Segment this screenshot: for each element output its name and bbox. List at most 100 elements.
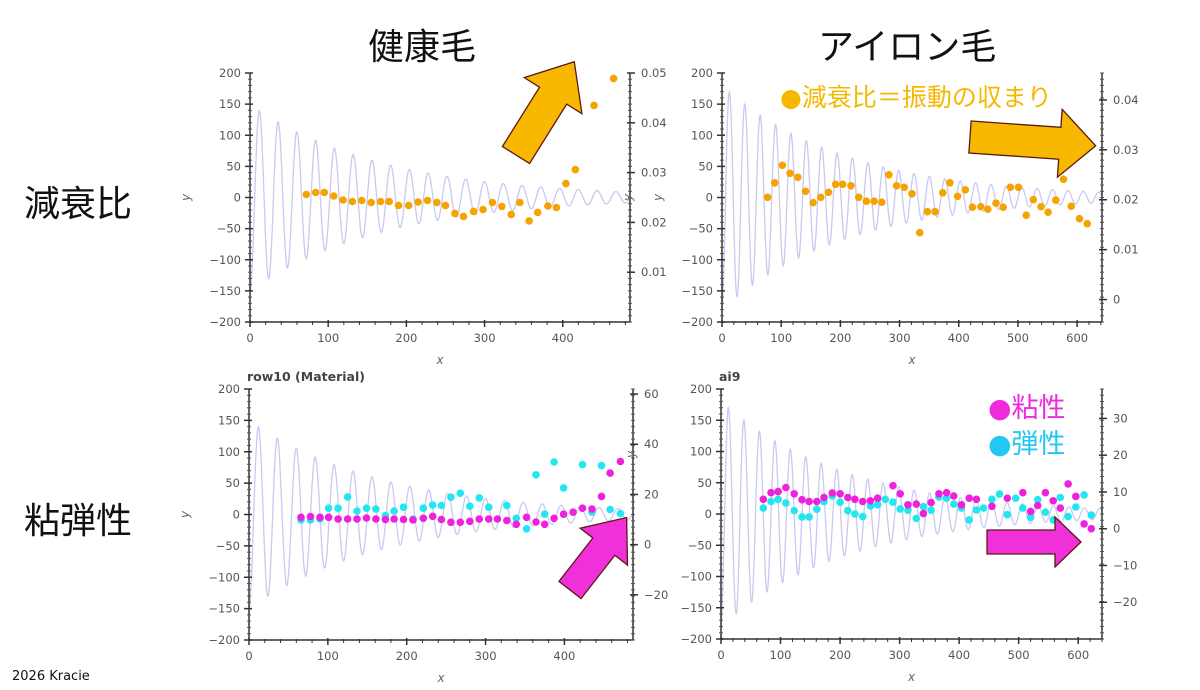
y-axis-label: y — [651, 193, 665, 202]
viscosity-point — [437, 515, 446, 524]
damping-point — [571, 165, 580, 174]
y-tick-label: 0 — [233, 508, 240, 522]
legend-damping-ratio: ●減衰比＝振動の収まり — [780, 83, 1052, 112]
viscosity-point — [866, 497, 875, 505]
damping-point — [414, 198, 422, 206]
damping-point — [976, 202, 985, 211]
viscosity-point — [836, 490, 844, 498]
viscosity-point — [578, 504, 587, 512]
elasticity-point — [532, 471, 540, 479]
damping-point — [831, 180, 840, 189]
damping-point — [854, 193, 863, 202]
y2-tick-label: 0.03 — [1113, 143, 1139, 157]
viscosity-point — [522, 513, 531, 522]
elasticity-point — [782, 499, 790, 507]
elasticity-point — [1041, 508, 1050, 516]
viscosity-point — [896, 490, 904, 498]
viscosity-point — [372, 515, 380, 523]
x-tick-label: 400 — [553, 649, 575, 663]
elasticity-point — [484, 503, 493, 512]
viscosity-point — [782, 483, 790, 492]
elasticity-point — [1087, 511, 1096, 519]
viscosity-point — [1026, 507, 1035, 516]
x-tick-label: 100 — [770, 331, 792, 345]
y-tick-label: −50 — [216, 539, 240, 553]
y-tick-label: 50 — [226, 159, 241, 173]
viscosity-point — [759, 495, 768, 504]
elasticity-point — [1011, 494, 1020, 503]
elasticity-point — [927, 506, 935, 515]
elasticity-point — [390, 507, 398, 515]
damping-point — [1083, 219, 1091, 228]
signal-line — [249, 109, 631, 292]
damping-point — [900, 183, 909, 192]
damping-point — [817, 193, 825, 202]
damping-point — [931, 207, 939, 216]
y2-tick-label: −20 — [644, 588, 668, 602]
elasticity-point — [437, 501, 446, 510]
damping-point — [552, 203, 561, 212]
x-axis-label: x — [435, 353, 444, 367]
elasticity-point — [995, 490, 1004, 498]
viscosity-point — [1041, 488, 1050, 497]
y-tick-label: 200 — [691, 66, 713, 80]
x-tick-label: 400 — [552, 331, 574, 345]
chart-title: row10 (Material) — [247, 369, 365, 384]
elasticity-point — [324, 504, 333, 512]
x-tick-label: 200 — [829, 331, 851, 345]
damping-point — [609, 74, 618, 83]
damping-point — [885, 171, 893, 179]
damping-point — [590, 101, 598, 110]
viscosity-point — [774, 487, 782, 496]
viscosity-point — [503, 516, 511, 525]
damping-point — [1052, 196, 1060, 204]
elasticity-point — [447, 493, 455, 502]
damping-point — [348, 197, 357, 206]
y-tick-label: 0 — [706, 191, 713, 205]
viscosity-point — [873, 494, 882, 503]
viscosity-point — [569, 508, 577, 516]
damping-point — [404, 201, 413, 210]
elasticity-point — [844, 506, 852, 515]
damping-point — [878, 198, 886, 206]
damping-point — [961, 186, 970, 194]
elasticity-point — [1003, 510, 1012, 519]
elasticity-point — [372, 505, 380, 513]
x-tick-label: 400 — [948, 331, 970, 345]
elasticity-point — [456, 489, 465, 498]
y-tick-label: −150 — [681, 284, 713, 298]
viscosity-point — [1003, 494, 1012, 503]
viscosity-point — [606, 469, 614, 477]
y-tick-label: −200 — [209, 315, 241, 329]
viscosity-point — [1072, 492, 1080, 501]
elasticity-point — [790, 506, 798, 515]
elasticity-point — [950, 500, 958, 508]
elasticity-point — [475, 494, 484, 502]
arrow-right-magenta-icon — [986, 515, 1082, 569]
viscosity-point — [588, 505, 596, 513]
viscosity-point — [419, 514, 428, 523]
damping-point — [1022, 211, 1030, 219]
damping-point — [1044, 208, 1052, 216]
elasticity-point — [466, 502, 474, 511]
damping-point — [915, 228, 924, 237]
viscosity-point — [828, 489, 837, 497]
damping-point — [809, 198, 817, 207]
viscosity-point — [399, 515, 408, 524]
elasticity-point — [578, 460, 587, 469]
y2-tick-label: 0 — [644, 538, 651, 552]
viscosity-point — [409, 516, 417, 524]
y2-tick-label: 40 — [644, 437, 659, 451]
viscosity-point — [950, 492, 958, 500]
y2-tick-label: 0.02 — [1113, 193, 1139, 207]
arrow-up-right-magenta-icon — [558, 516, 629, 600]
elasticity-point — [606, 505, 614, 514]
damping-point — [459, 212, 468, 221]
x-tick-label: 300 — [889, 648, 911, 662]
viscosity-point — [972, 495, 981, 504]
viscosity-point — [306, 512, 315, 521]
viscosity-point — [858, 497, 867, 506]
y-tick-label: −150 — [680, 601, 712, 615]
y-tick-label: 100 — [219, 128, 241, 142]
damping-point — [329, 192, 338, 200]
